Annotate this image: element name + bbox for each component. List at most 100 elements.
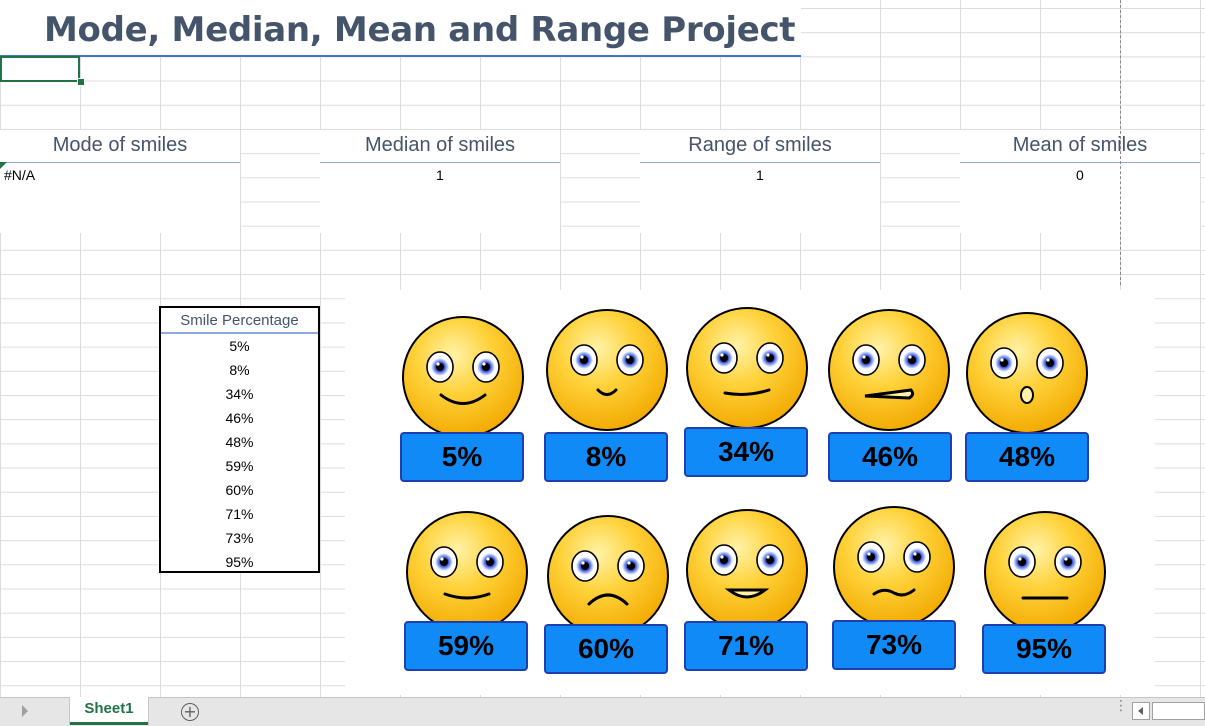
error-indicator[interactable] bbox=[0, 162, 7, 169]
spreadsheet-grid[interactable]: Mode, Median, Mean and Range Project Mod… bbox=[0, 0, 1205, 697]
mouth bbox=[864, 388, 915, 400]
mouth bbox=[596, 388, 618, 396]
tab-scroll-arrow-icon[interactable] bbox=[22, 705, 28, 717]
eye-glint bbox=[440, 557, 444, 561]
stat-mean-header-cell[interactable]: Mean of smiles bbox=[960, 130, 1200, 164]
page-title: Mode, Median, Mean and Range Project bbox=[44, 9, 796, 51]
face-circle bbox=[406, 511, 528, 633]
sheet-tab-sheet1[interactable]: Sheet1 bbox=[70, 697, 148, 725]
table-row[interactable]: 71% bbox=[225, 506, 254, 522]
eye-glint bbox=[720, 555, 724, 559]
smiley-face bbox=[402, 316, 524, 438]
fill-handle[interactable] bbox=[77, 78, 85, 86]
sheet-tab-bar: Sheet1 + ⋮ bbox=[0, 697, 1205, 726]
percentage-label: 46% bbox=[828, 432, 952, 482]
page-break-line bbox=[1120, 0, 1121, 285]
smiley-picture[interactable]: 5% 8% 34% 46% 48% 59% 60% 71% 73% 95% bbox=[345, 290, 1155, 695]
table-row[interactable]: 8% bbox=[229, 362, 250, 378]
stat-mean-heading: Mean of smiles bbox=[1012, 134, 1148, 156]
stat-range-value: 1 bbox=[756, 167, 764, 183]
mouth bbox=[443, 592, 491, 600]
eye-glint bbox=[766, 555, 770, 559]
stat-median-value-cell[interactable]: 1 bbox=[320, 163, 560, 233]
table-row[interactable]: 95% bbox=[225, 554, 254, 570]
eye-glint bbox=[913, 552, 917, 556]
stat-mode-heading: Mode of smiles bbox=[52, 134, 188, 156]
face-circle bbox=[686, 307, 808, 429]
percentage-label: 34% bbox=[684, 427, 808, 477]
stat-median-heading: Median of smiles bbox=[364, 134, 516, 156]
table-row[interactable]: 60% bbox=[225, 482, 254, 498]
percentage-label: 95% bbox=[982, 624, 1106, 674]
table-row[interactable]: 34% bbox=[225, 386, 254, 402]
add-sheet-icon[interactable]: + bbox=[181, 703, 199, 721]
smiley-face bbox=[686, 307, 808, 429]
stat-mean-value: 0 bbox=[1076, 167, 1084, 183]
smiley-face bbox=[984, 511, 1106, 633]
table-row[interactable]: 48% bbox=[225, 434, 254, 450]
eye-glint bbox=[482, 362, 486, 366]
smiley-face bbox=[546, 309, 668, 431]
tab-split-handle-icon[interactable]: ⋮ bbox=[1114, 698, 1128, 714]
eye-glint bbox=[436, 362, 440, 366]
eye-glint bbox=[581, 561, 585, 565]
stat-mode-value-cell[interactable]: #N/A bbox=[0, 163, 240, 233]
face-circle bbox=[966, 312, 1088, 434]
stat-median-value: 1 bbox=[436, 167, 444, 183]
eye-glint bbox=[862, 355, 866, 359]
face-circle bbox=[686, 509, 808, 631]
stat-mode-value: #N/A bbox=[4, 167, 36, 183]
face-circle bbox=[828, 309, 950, 431]
smiley-faces-graphic bbox=[402, 307, 1106, 637]
smiley-face bbox=[406, 511, 528, 633]
eye-glint bbox=[627, 561, 631, 565]
eye-glint bbox=[1046, 358, 1050, 362]
percentage-label: 60% bbox=[544, 624, 668, 674]
stat-range-header-cell[interactable]: Range of smiles bbox=[640, 130, 880, 164]
smiley-face bbox=[833, 506, 955, 628]
smile-percentage-table[interactable]: Smile Percentage 5% 8% 34% 46% 48% 59% 60% 71% 7… bbox=[159, 306, 320, 573]
face-circle bbox=[833, 506, 955, 628]
percentage-label: 8% bbox=[544, 432, 668, 482]
stat-mode-header-cell[interactable]: Mode of smiles bbox=[0, 130, 240, 164]
table-row[interactable]: 59% bbox=[225, 458, 254, 474]
mouth bbox=[872, 588, 916, 597]
table-row[interactable]: 46% bbox=[225, 410, 254, 426]
mouth bbox=[587, 593, 629, 606]
face-circle bbox=[546, 309, 668, 431]
eye-glint bbox=[1000, 358, 1004, 362]
percentage-label: 73% bbox=[832, 620, 956, 670]
title-underline bbox=[0, 55, 801, 57]
eye-glint bbox=[867, 552, 871, 556]
eye-glint bbox=[720, 353, 724, 357]
smiley-face bbox=[547, 515, 669, 637]
eye-glint bbox=[486, 557, 490, 561]
horizontal-scrollbar[interactable] bbox=[1152, 702, 1205, 720]
eye-glint bbox=[580, 355, 584, 359]
selected-cell[interactable] bbox=[0, 56, 80, 82]
smiley-face bbox=[828, 309, 950, 431]
eye-glint bbox=[626, 355, 630, 359]
table-row[interactable]: 5% bbox=[229, 338, 250, 354]
face-circle bbox=[984, 511, 1106, 633]
eye-glint bbox=[908, 355, 912, 359]
stat-mean-value-cell[interactable]: 0 bbox=[960, 163, 1200, 233]
stat-median-header-cell[interactable]: Median of smiles bbox=[320, 130, 560, 164]
table-row[interactable]: 73% bbox=[225, 530, 254, 546]
eye-glint bbox=[1064, 557, 1068, 561]
eye-glint bbox=[766, 353, 770, 357]
smiley-face bbox=[686, 509, 808, 631]
eye-glint bbox=[1018, 557, 1022, 561]
stat-range-value-cell[interactable]: 1 bbox=[640, 163, 880, 233]
scroll-left-icon[interactable] bbox=[1132, 702, 1150, 720]
mouth bbox=[724, 588, 770, 599]
percentage-label: 48% bbox=[965, 432, 1089, 482]
face-circle bbox=[402, 316, 524, 438]
percentage-label: 5% bbox=[400, 432, 524, 482]
mouth bbox=[723, 388, 771, 396]
face-circle bbox=[547, 515, 669, 637]
smiley-face bbox=[966, 312, 1088, 434]
mouth bbox=[1020, 386, 1034, 404]
mouth bbox=[439, 393, 487, 405]
percentage-label: 71% bbox=[684, 621, 808, 671]
